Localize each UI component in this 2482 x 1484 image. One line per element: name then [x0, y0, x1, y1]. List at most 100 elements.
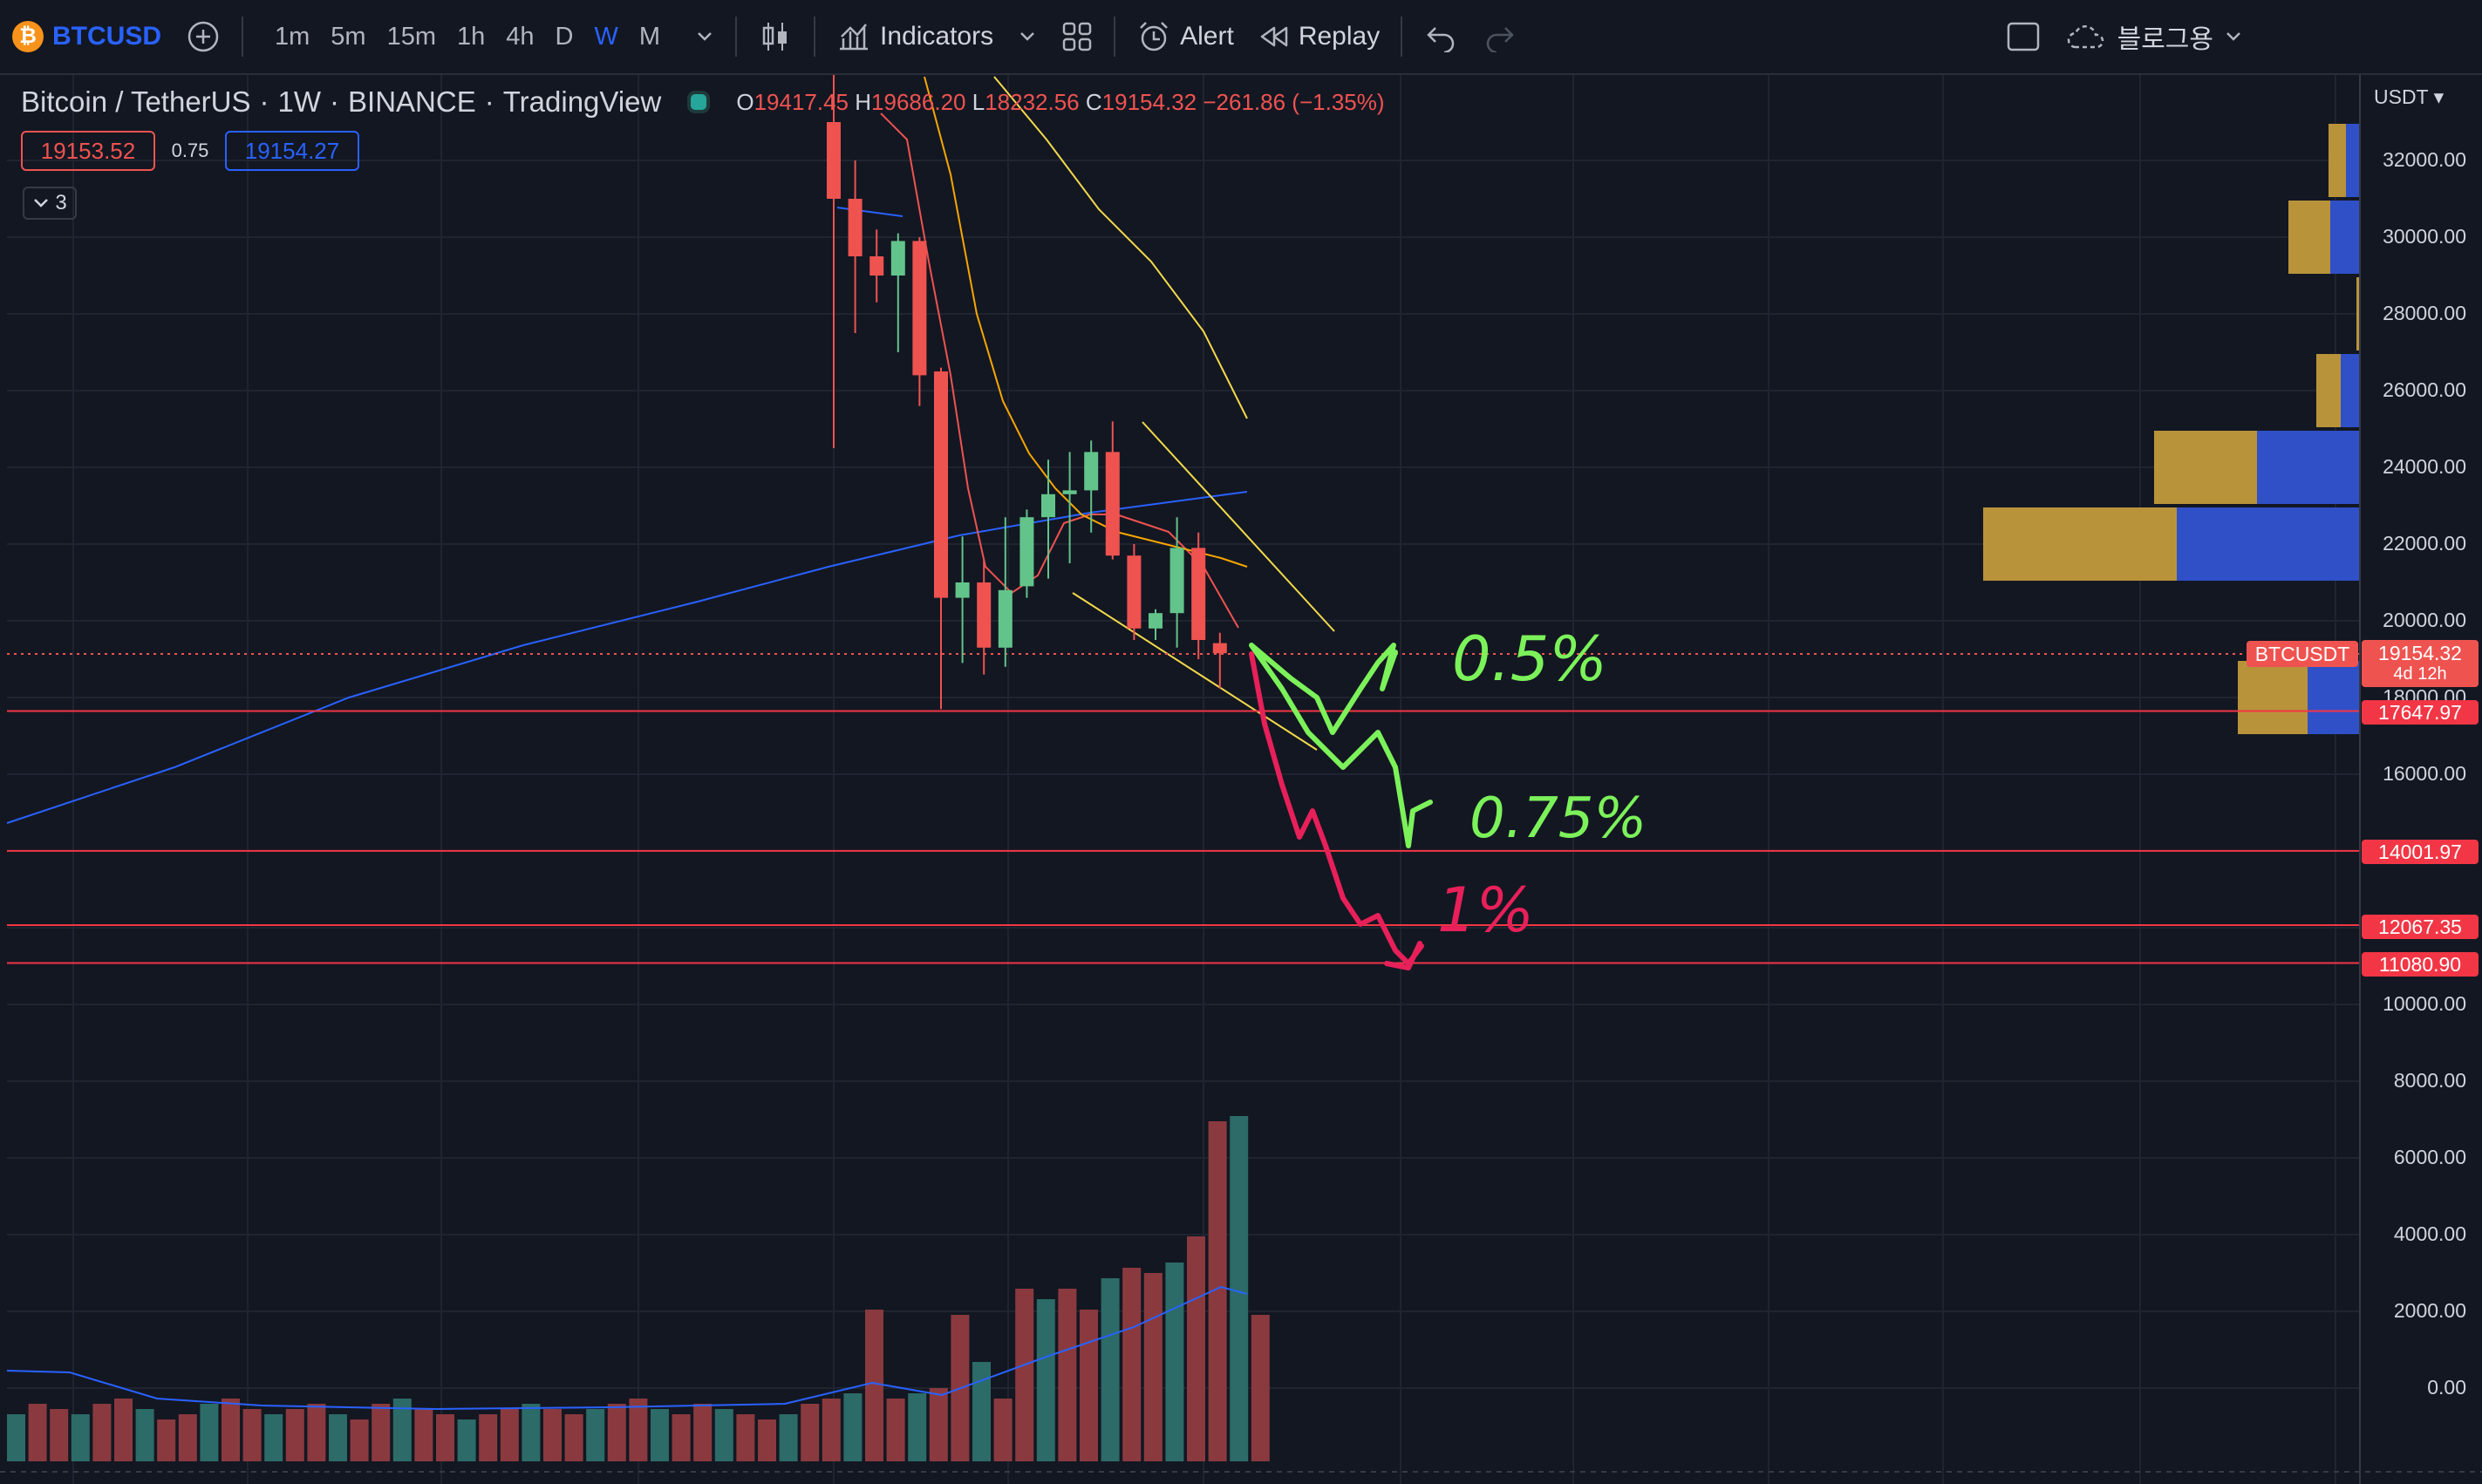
volume-bar — [200, 1404, 219, 1461]
interval-w-button[interactable]: W — [594, 22, 618, 51]
level-label-1: 17647.97 — [2362, 700, 2479, 725]
chevron-down-icon — [698, 32, 712, 41]
plus-circle-icon — [188, 21, 219, 52]
price-axis-tick: 32000.00 — [2383, 148, 2466, 171]
chevron-down-icon — [34, 199, 49, 208]
legend-interval: 1W — [277, 85, 322, 118]
moving-average-blue-line-short — [836, 207, 903, 217]
interval-m-button[interactable]: M — [638, 22, 661, 51]
rewind-icon — [1260, 26, 1288, 47]
symbol-label: BTCUSD — [52, 22, 161, 51]
volume-bar — [242, 1409, 262, 1461]
replay-button[interactable]: Replay — [1246, 0, 1392, 73]
channel-upper-line — [1142, 421, 1335, 632]
layout-menu-button[interactable]: 블로그용 — [2053, 0, 2255, 73]
square-icon — [2007, 22, 2039, 51]
volume-profile-bar-buy — [2346, 124, 2360, 197]
price-axis-tick: 8000.00 — [2393, 1069, 2466, 1092]
redo-button[interactable] — [1470, 0, 1530, 73]
sell-price-button[interactable]: 19153.52 — [21, 131, 155, 171]
level-label-3: 12067.35 — [2362, 915, 2479, 939]
symbol-search-button[interactable]: ₿ BTCUSD — [0, 0, 174, 73]
templates-button[interactable] — [1049, 0, 1105, 73]
volume-bar — [1058, 1289, 1077, 1461]
interval-5m-button[interactable]: 5m — [331, 22, 366, 51]
volume-bar — [222, 1399, 240, 1461]
bitcoin-icon: ₿ — [12, 21, 44, 52]
indicators-dropdown-button[interactable] — [1006, 0, 1049, 73]
interval-4h-button[interactable]: 4h — [506, 22, 535, 51]
price-axis-tick: 26000.00 — [2383, 378, 2466, 401]
volume-profile-bar-buy — [2341, 354, 2360, 427]
volume-bar — [414, 1409, 433, 1461]
symbol-title[interactable]: Bitcoin / TetherUS — [21, 85, 251, 118]
horizontal-levels — [7, 710, 2360, 964]
volume-bar — [543, 1409, 562, 1461]
price-axis-tick: 2000.00 — [2393, 1299, 2466, 1322]
redo-icon — [1486, 27, 1514, 52]
price-axis-tick: 22000.00 — [2383, 532, 2466, 555]
volume-bar — [843, 1393, 863, 1461]
volume-bar — [1165, 1263, 1184, 1461]
volume-bar — [758, 1419, 776, 1461]
candle-body — [1084, 452, 1099, 491]
volume-bar — [1230, 1116, 1249, 1461]
interval-1m-button[interactable]: 1m — [275, 22, 310, 51]
cloud-icon — [2067, 25, 2104, 49]
volume-bar — [285, 1409, 304, 1461]
moving-average-blue-line — [6, 491, 1248, 824]
interval-1h-button[interactable]: 1h — [457, 22, 486, 51]
indicators-collapse-button[interactable]: 3 — [23, 187, 77, 220]
price-axis-tick: 6000.00 — [2393, 1146, 2466, 1168]
volume-moving-average-line — [6, 1285, 1248, 1411]
volume-bar — [564, 1414, 583, 1461]
volume-bar — [28, 1404, 47, 1461]
volume-bar — [1208, 1121, 1227, 1461]
legend-exchange: BINANCE — [348, 85, 476, 118]
alert-button[interactable]: Alert — [1124, 0, 1246, 73]
interval-d-button[interactable]: D — [555, 22, 574, 51]
candle-body — [827, 122, 841, 199]
volume-bar — [92, 1404, 112, 1461]
candle-body — [869, 256, 884, 276]
chart-type-button[interactable] — [746, 0, 805, 73]
volume-bar — [350, 1419, 369, 1461]
volume-bar — [135, 1409, 154, 1461]
volume-bar — [1036, 1299, 1055, 1461]
volume-bar — [929, 1388, 948, 1461]
indicators-button[interactable]: Indicators — [824, 0, 1006, 73]
candles — [827, 75, 1227, 710]
price-chart-canvas[interactable]: 0.5% 0.75% 1% — [0, 75, 2482, 1484]
price-axis-tick: 4000.00 — [2393, 1222, 2466, 1245]
interval-15m-button[interactable]: 15m — [386, 22, 437, 51]
candle-body — [1019, 517, 1034, 587]
market-status-icon[interactable] — [687, 91, 711, 113]
volume-bar — [1251, 1315, 1270, 1461]
undo-button[interactable] — [1411, 0, 1470, 73]
volume-bar — [779, 1414, 798, 1461]
volume-bar — [607, 1404, 626, 1461]
volume-bar — [629, 1399, 648, 1461]
chevron-down-icon — [1020, 32, 1035, 41]
currency-selector[interactable]: USDT ▾ — [2374, 85, 2444, 108]
fullscreen-button[interactable] — [1994, 0, 2053, 73]
indicators-label: Indicators — [880, 22, 994, 51]
channel-lower-line — [1072, 592, 1318, 751]
candle-body — [1169, 548, 1184, 614]
volume-bar — [1143, 1273, 1163, 1461]
green-drawing-path — [1249, 643, 1433, 848]
volume-profile-bar-buy — [2257, 431, 2360, 504]
interval-dropdown-button[interactable] — [683, 0, 726, 73]
volume-bar — [1101, 1278, 1120, 1461]
compare-symbol-button[interactable] — [174, 0, 233, 73]
price-axis-tick: 24000.00 — [2383, 455, 2466, 478]
volume-bar — [522, 1404, 541, 1461]
buy-price-button[interactable]: 19154.27 — [225, 131, 359, 171]
symbol-price-tag: BTCUSDT — [2247, 641, 2358, 667]
interval-selector: 1m 5m 15m 1h 4h D W M — [252, 0, 683, 73]
price-axis-tick: 30000.00 — [2383, 225, 2466, 248]
volume-profile-bar-sell — [2238, 661, 2308, 734]
volume-bar — [264, 1414, 283, 1461]
top-toolbar: ₿ BTCUSD 1m 5m 15m 1h 4h D W M Indicators Alert… — [0, 0, 2482, 75]
toolbar-divider — [1401, 17, 1403, 57]
